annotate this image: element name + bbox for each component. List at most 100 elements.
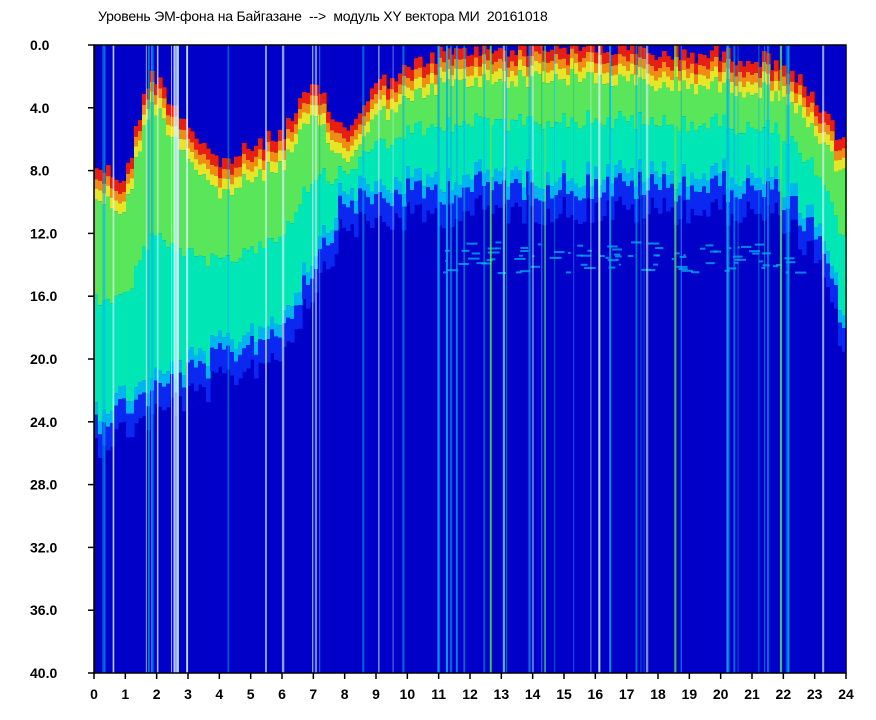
heatmap-cell bbox=[154, 235, 159, 368]
heatmap-cell bbox=[426, 186, 431, 211]
heatmap-cell bbox=[306, 124, 311, 193]
heatmap-cell bbox=[738, 61, 743, 72]
heatmap-speckle bbox=[605, 256, 609, 259]
heatmap-cell bbox=[662, 82, 667, 116]
heatmap-cell bbox=[238, 187, 243, 259]
heatmap-cell bbox=[810, 157, 815, 205]
heatmap-cell bbox=[350, 136, 355, 146]
heatmap-cell bbox=[378, 138, 383, 180]
heatmap-cell bbox=[702, 75, 707, 87]
heatmap-cell bbox=[318, 249, 323, 273]
heatmap-cell bbox=[738, 81, 743, 93]
heatmap-cell bbox=[626, 186, 631, 210]
heatmap-cell bbox=[94, 188, 99, 200]
heatmap-cell bbox=[530, 56, 535, 66]
heatmap-cell bbox=[570, 45, 575, 49]
heatmap-cell bbox=[218, 198, 223, 259]
heatmap-cell bbox=[434, 74, 439, 85]
heatmap-cell bbox=[218, 258, 223, 331]
heatmap-cell bbox=[350, 156, 355, 170]
heatmap-cell bbox=[370, 149, 375, 192]
heatmap-cell bbox=[246, 332, 251, 345]
heatmap-cell bbox=[606, 117, 611, 165]
heatmap-cell bbox=[570, 178, 575, 192]
heatmap-cell bbox=[478, 159, 483, 172]
heatmap-cell bbox=[238, 258, 243, 343]
heatmap-cell bbox=[486, 60, 491, 70]
heatmap-cell bbox=[706, 58, 711, 70]
heatmap-cell bbox=[182, 150, 187, 257]
heatmap-cell bbox=[662, 174, 667, 198]
heatmap-cell bbox=[498, 184, 503, 208]
heatmap-cell bbox=[606, 83, 611, 118]
heatmap-cell bbox=[662, 115, 667, 162]
heatmap-cell bbox=[290, 132, 295, 142]
heatmap-cell bbox=[582, 67, 587, 79]
heatmap-cell bbox=[706, 180, 711, 194]
heatmap-cell bbox=[318, 94, 323, 106]
heatmap-cell bbox=[722, 71, 727, 83]
heatmap-cell bbox=[498, 171, 503, 185]
heatmap-speckle bbox=[514, 257, 526, 260]
heatmap-cell bbox=[390, 109, 395, 146]
heatmap-cell bbox=[734, 96, 739, 135]
heatmap-cell bbox=[170, 126, 175, 138]
heatmap-cell bbox=[554, 195, 559, 219]
heatmap-cell bbox=[750, 74, 755, 85]
heatmap-cell bbox=[458, 69, 463, 81]
heatmap-cell bbox=[154, 380, 159, 405]
heatmap-cell bbox=[94, 414, 99, 439]
heatmap-cell bbox=[722, 158, 727, 172]
heatmap-cell bbox=[690, 73, 695, 85]
heatmap-cell bbox=[722, 171, 727, 195]
heatmap-cell bbox=[258, 326, 263, 340]
heatmap-cell bbox=[622, 45, 627, 57]
heatmap-cell bbox=[234, 349, 239, 362]
heatmap-cell bbox=[698, 53, 703, 65]
heatmap-cell bbox=[110, 303, 115, 411]
heatmap-speckle bbox=[776, 263, 782, 266]
heatmap-cell bbox=[330, 119, 335, 131]
heatmap-cell bbox=[730, 72, 735, 82]
heatmap-cell bbox=[514, 75, 519, 87]
heatmap-cell bbox=[754, 190, 759, 215]
heatmap-cell bbox=[710, 70, 715, 82]
heatmap-cell bbox=[538, 124, 543, 188]
heatmap-cell bbox=[110, 188, 115, 198]
heatmap-cell bbox=[694, 179, 699, 192]
heatmap-cell bbox=[302, 103, 307, 113]
heatmap-cell bbox=[178, 118, 183, 130]
heatmap-cell bbox=[406, 87, 411, 99]
heatmap-speckle bbox=[758, 260, 764, 263]
heatmap-cell bbox=[446, 117, 451, 169]
heatmap-cell bbox=[586, 51, 591, 62]
heatmap-cell bbox=[754, 82, 759, 94]
heatmap-cell bbox=[322, 103, 327, 114]
heatmap-cell bbox=[538, 74, 543, 125]
heatmap-cell bbox=[290, 121, 295, 133]
heatmap-cell bbox=[274, 336, 279, 360]
heatmap-cell bbox=[430, 83, 435, 125]
heatmap-cell bbox=[630, 45, 635, 54]
heatmap-speckle bbox=[520, 250, 529, 253]
heatmap-cell bbox=[434, 84, 439, 96]
heatmap-cell bbox=[662, 62, 667, 72]
heatmap-cell bbox=[270, 329, 275, 353]
y-tick-label: 16.0 bbox=[30, 288, 57, 304]
heatmap-cell bbox=[470, 192, 475, 216]
heatmap-cell bbox=[294, 133, 299, 145]
heatmap-cell bbox=[278, 161, 283, 237]
heatmap-cell bbox=[186, 159, 191, 249]
heatmap-speckle bbox=[566, 271, 572, 274]
heatmap-cell bbox=[398, 181, 403, 195]
x-axis: 0 1 2 3 4 5 6 7 8 9 10 11 12 13 14 15 16 17 18 19 20 21 22 23 24 bbox=[90, 673, 854, 702]
heatmap-cell bbox=[370, 108, 375, 120]
heatmap-cell bbox=[134, 146, 139, 158]
heatmap-cell bbox=[358, 188, 363, 213]
heatmap-cell bbox=[210, 153, 215, 165]
heatmap-cell bbox=[414, 181, 419, 206]
heatmap-cell bbox=[802, 106, 807, 118]
heatmap-cell bbox=[270, 238, 275, 317]
heatmap-speckle bbox=[649, 269, 656, 272]
heatmap-cell bbox=[242, 348, 247, 372]
